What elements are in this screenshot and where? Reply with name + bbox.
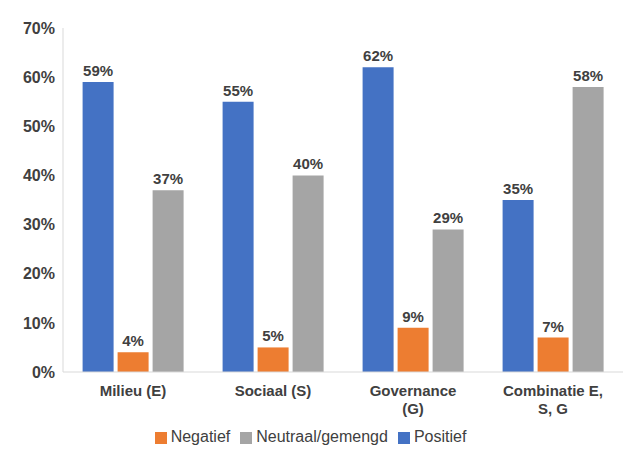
svg-text:40%: 40% <box>293 155 323 172</box>
svg-text:20%: 20% <box>23 265 55 282</box>
svg-text:60%: 60% <box>23 69 55 86</box>
html-text:Positief: Positief <box>413 428 467 445</box>
svg-text:9%: 9% <box>402 308 424 325</box>
html-text:Negatief: Negatief <box>170 428 231 445</box>
svg-text:4%: 4% <box>122 332 144 349</box>
svg-text:40%: 40% <box>23 167 55 184</box>
svg-text:70%: 70% <box>23 20 55 37</box>
svg-text:50%: 50% <box>23 118 55 135</box>
svg-text:30%: 30% <box>23 216 55 233</box>
svg-text:Sociaal (S): Sociaal (S) <box>235 382 312 399</box>
svg-text:55%: 55% <box>223 82 253 99</box>
svg-text:0%: 0% <box>32 364 55 381</box>
svg-text:29%: 29% <box>433 209 463 226</box>
svg-text:Milieu (E): Milieu (E) <box>100 382 167 399</box>
html-text:Neutraal/gemengd: Neutraal/gemengd <box>256 428 388 445</box>
svg-text:37%: 37% <box>153 170 183 187</box>
svg-text:Governance(G): Governance(G) <box>370 382 457 417</box>
svg-text:7%: 7% <box>542 318 564 335</box>
svg-text:59%: 59% <box>83 62 113 79</box>
svg-text:62%: 62% <box>363 47 393 64</box>
svg-text:5%: 5% <box>262 327 284 344</box>
svg-text:35%: 35% <box>503 180 533 197</box>
svg-text:10%: 10% <box>23 315 55 332</box>
svg-text:58%: 58% <box>573 67 603 84</box>
svg-text:Combinatie E,S, G: Combinatie E,S, G <box>503 382 603 417</box>
